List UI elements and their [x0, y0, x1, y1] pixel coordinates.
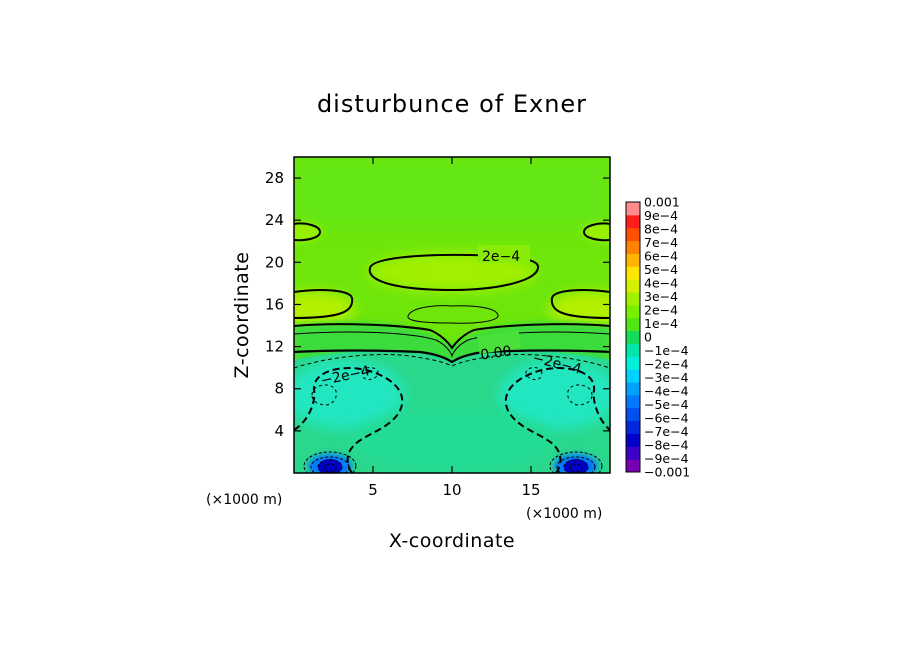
y-tick-label: 4 [274, 422, 284, 440]
colorbar-label: 2e−4 [644, 303, 678, 318]
colorbar-label: 4e−4 [644, 276, 678, 291]
colorbar-frame [625, 201, 641, 473]
colorbar-swatch [626, 240, 640, 254]
contour-min-left [303, 451, 357, 473]
contour-min-right [549, 451, 603, 473]
colorbar-swatch [626, 394, 640, 409]
contour-2e-4-center [368, 253, 539, 292]
colorbar-label: 0 [644, 330, 652, 345]
colorbar-label: 5e−4 [644, 262, 678, 277]
colorbar-swatch [626, 382, 640, 396]
contour-2e-4-right-upper [582, 222, 610, 242]
colorbar-swatch [626, 420, 640, 434]
colorbar-swatch [626, 317, 640, 332]
contour-2e-4-left-mid [294, 289, 354, 319]
colorbar: −0.001−9e−4−8e−4−7e−4−6e−4−5e−4−4e−4−3e−… [625, 195, 690, 480]
colorbar-label: 6e−4 [644, 249, 678, 264]
colorbar-label: 7e−4 [644, 235, 678, 250]
x-tick-label: 10 [442, 481, 461, 499]
contour-neg-3e-4-right [567, 384, 593, 406]
axis-ticks: 5 10 15 4 8 12 16 20 24 28 [265, 157, 610, 499]
colorbar-label: −5e−4 [644, 397, 689, 412]
y-tick-label: 28 [265, 169, 284, 187]
colorbar-swatch [626, 433, 640, 447]
contour-neg-3e-4-left [311, 384, 337, 406]
colorbar-label: 0.001 [644, 195, 680, 210]
colorbar-swatch [626, 407, 640, 422]
contour-2e-4-band [294, 323, 610, 350]
colorbar-swatch [626, 227, 640, 242]
y-tick-label: 24 [265, 211, 284, 229]
colorbar-label: −3e−4 [644, 370, 689, 385]
field-low-right [499, 360, 610, 430]
chart-title: disturbunce of Exner [317, 90, 587, 118]
colorbar-swatch [626, 459, 640, 473]
field-low-left [294, 360, 405, 430]
colorbar-swatch [626, 266, 640, 280]
contour-neg-3e-4-left-small [361, 367, 379, 381]
colorbar-label: −4e−4 [644, 384, 689, 399]
x-axis-unit: (×1000 m) [526, 506, 602, 522]
colorbar-swatch [626, 356, 640, 370]
colorbar-swatch [626, 369, 640, 383]
plot-area: 2e−4 0.00 −2e−4 −2e−4 [294, 157, 610, 473]
colorbar-swatch [626, 202, 640, 216]
y-tick-label: 12 [265, 338, 284, 356]
field-high-left-upper [294, 222, 322, 242]
x-axis-title: X-coordinate [389, 530, 515, 552]
colorbar-swatch [626, 292, 640, 306]
colorbar-label: −0.001 [644, 465, 690, 480]
contour-zero [294, 349, 610, 364]
y-tick-label: 8 [274, 380, 284, 398]
colorbar-swatch [626, 253, 640, 267]
colorbar-label: −7e−4 [644, 424, 689, 439]
contour-2e-4-right-mid [550, 289, 610, 319]
colorbar-swatch [626, 343, 640, 357]
colorbar-label: 9e−4 [644, 208, 678, 223]
colorbar-swatch [626, 279, 640, 293]
contour-label-2e-4: 2e−4 [482, 249, 520, 265]
field-high-right-upper [582, 222, 610, 242]
colorbar-swatch [626, 304, 640, 319]
x-tick-label: 5 [368, 481, 378, 499]
y-tick-label: 20 [265, 253, 284, 271]
y-tick-label: 16 [265, 295, 284, 313]
colorbar-label: −1e−4 [644, 343, 689, 358]
colorbar-label: 1e−4 [644, 316, 678, 331]
field-top-band [294, 160, 610, 225]
contour-neg-1e-4 [294, 354, 610, 369]
field-lower-mid [352, 410, 552, 470]
contour-neg-3e-4-right-small [525, 367, 543, 381]
colorbar-label: −6e−4 [644, 411, 689, 426]
y-axis-unit: (×1000 m) [206, 492, 282, 508]
colorbar-swatch [626, 330, 640, 344]
contour-2e-4-left-upper [294, 222, 322, 242]
colorbar-label: −8e−4 [644, 438, 689, 453]
colorbar-swatch [626, 446, 640, 460]
x-tick-label: 15 [521, 481, 540, 499]
contour-1e-4-small [407, 305, 499, 324]
colorbar-swatch [626, 214, 640, 229]
y-axis-title: Z-coordinate [231, 252, 253, 379]
colorbar-label: −9e−4 [644, 451, 689, 466]
colorbar-label: −2e−4 [644, 357, 689, 372]
colorbar-label: 8e−4 [644, 222, 678, 237]
colorbar-label: 3e−4 [644, 289, 678, 304]
contour-label-zero: 0.00 [479, 343, 512, 363]
contour-neg-2e-4 [294, 367, 610, 473]
